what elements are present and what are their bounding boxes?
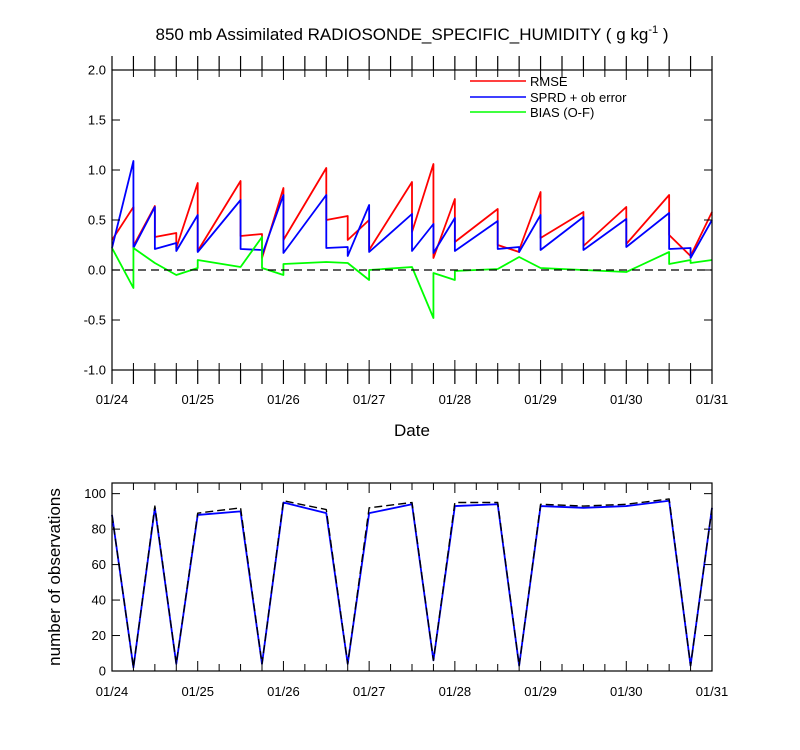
x-tick-label: 01/25 [181,392,214,407]
y-tick-label: 1.5 [88,113,106,128]
top-y-axis: -1.0 -0.5 0.0 0.5 1.0 1.5 2.0 [84,63,712,378]
series-line-bias-o-f [111,236,713,319]
x-tick-label: 01/25 [181,684,214,699]
x-tick-label: 01/30 [610,392,643,407]
top-series-layer [111,160,713,319]
top-x-axis: 01/24 01/25 01/26 01/27 01/28 01/29 01/30 01/31 [96,56,729,407]
series-line-assimilated-observations [111,499,713,669]
x-axis-label: Date [394,421,430,440]
y-tick-label: 100 [84,486,106,501]
x-tick-label: 01/31 [696,684,729,699]
y-tick-label: 1.0 [88,163,106,178]
x-tick-label: 01/27 [353,392,386,407]
y-tick-label: -1.0 [84,363,106,378]
bottom-x-axis: 01/24 01/25 01/26 01/27 01/28 01/29 01/30 01/31 [96,483,729,699]
x-tick-label: 01/31 [696,392,729,407]
y-tick-label: 0.0 [88,263,106,278]
y-tick-label: 20 [92,628,106,643]
legend-label-bias: BIAS (O-F) [530,105,594,120]
chart-title: 850 mb Assimilated RADIOSONDE_SPECIFIC_H… [156,24,669,44]
x-tick-label: 01/28 [439,392,472,407]
x-tick-label: 01/24 [96,684,129,699]
top-plot: -1.0-0.50.00.51.01.52.0 01/24 01/25 01/26 0… [84,56,729,440]
x-tick-label: 01/29 [524,392,557,407]
x-tick-label: 01/26 [267,392,300,407]
y-tick-label: 2.0 [88,63,106,78]
y-tick-label: 0 [99,664,106,679]
x-tick-label: 01/27 [353,684,386,699]
legend: RMSE SPRD + ob error BIAS (O-F) [470,74,627,120]
y-tick-label: 80 [92,522,106,537]
x-tick-label: 01/24 [96,392,129,407]
series-line-sprd-ob-error [111,160,713,259]
bottom-plot-frame [111,482,713,672]
bottom-series-layer [111,498,713,669]
y-tick-label: 0.5 [88,213,106,228]
x-tick-label: 01/29 [524,684,557,699]
y-tick-label: 60 [92,557,106,572]
y-axis-label: number of observations [45,488,64,666]
y-tick-label: 40 [92,593,106,608]
x-tick-label: 01/30 [610,684,643,699]
legend-label-rmse: RMSE [530,74,568,89]
legend-label-sprd: SPRD + ob error [530,90,627,105]
y-tick-label: -0.5 [84,313,106,328]
bottom-y-axis: 0 20 40 60 80 100 [84,486,712,679]
series-line-total-observations [111,498,713,669]
x-tick-label: 01/26 [267,684,300,699]
x-tick-label: 01/28 [439,684,472,699]
